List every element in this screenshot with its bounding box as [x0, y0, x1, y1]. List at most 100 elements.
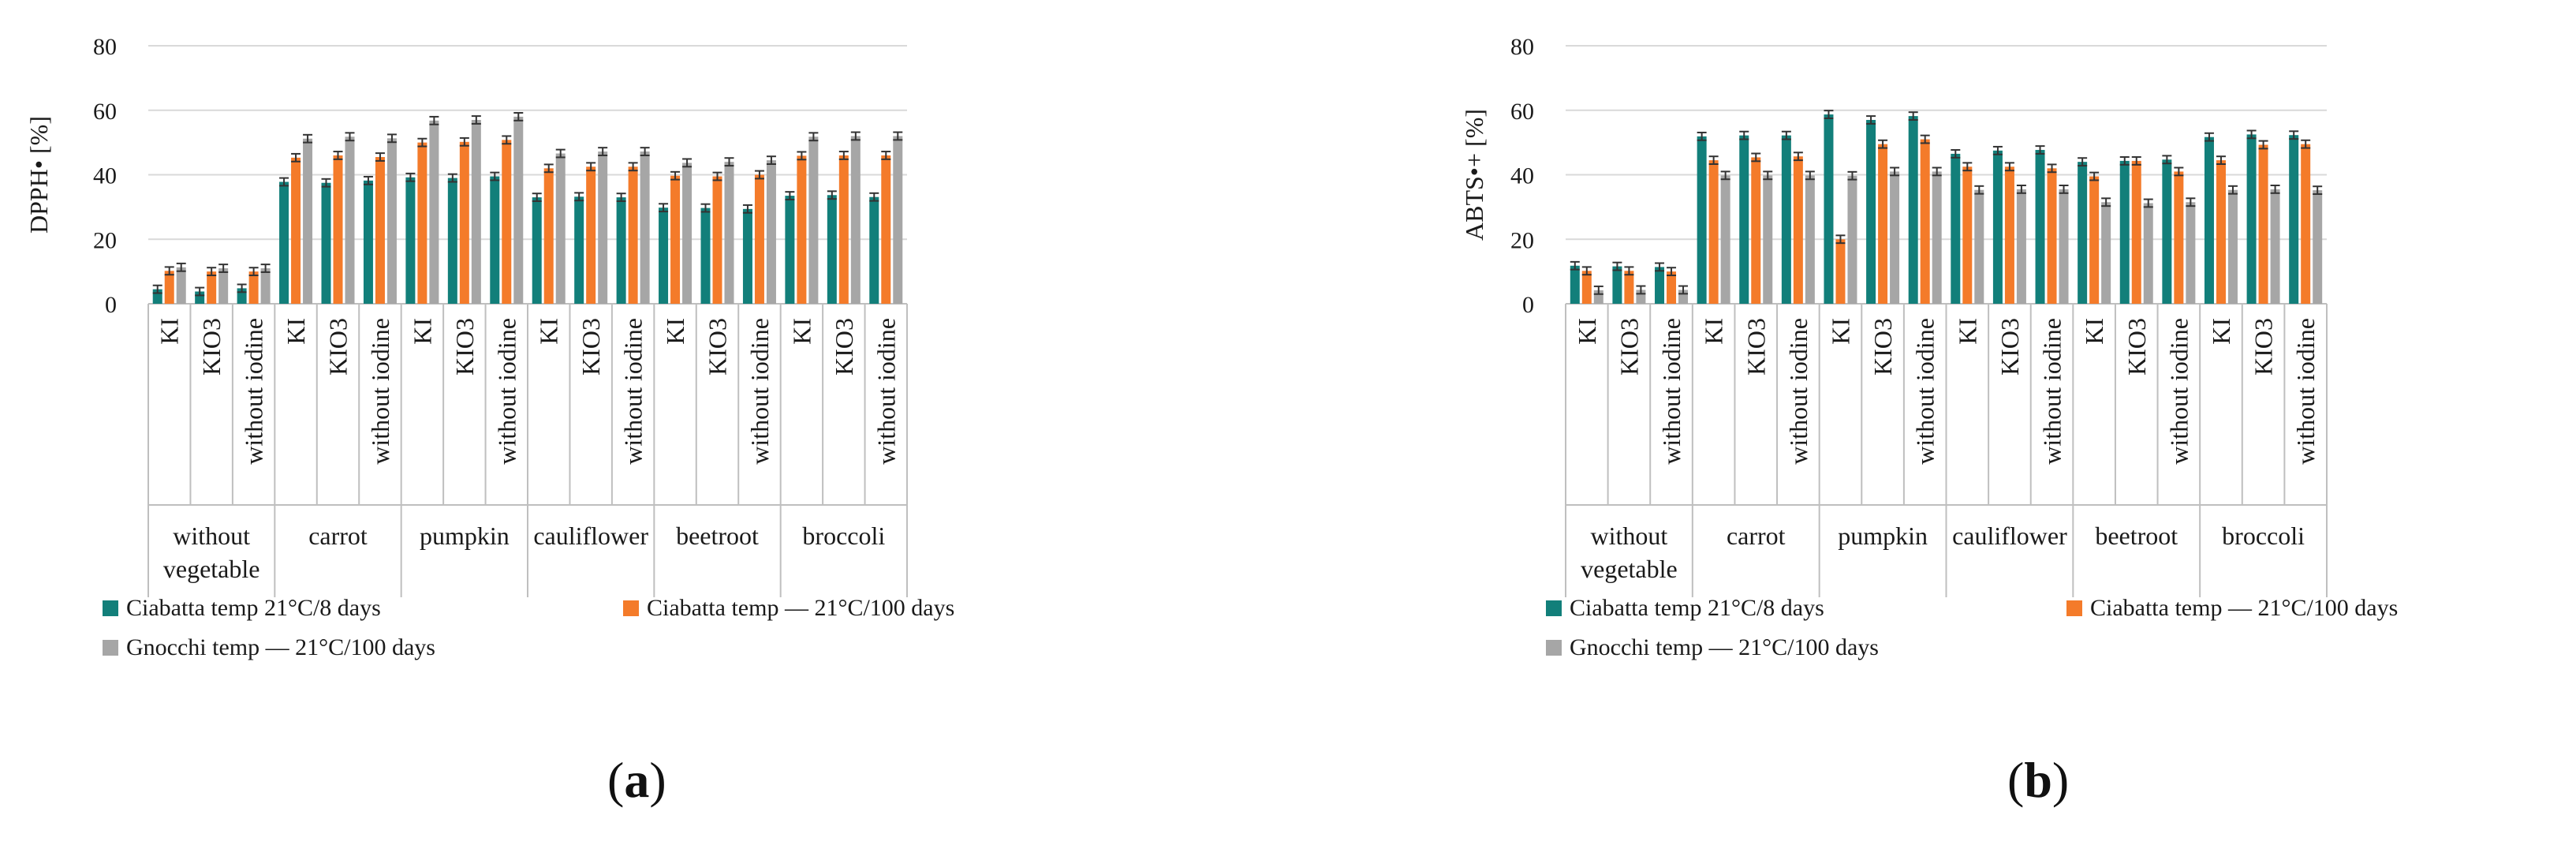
y-tick-label: 60	[93, 99, 117, 125]
bar	[1781, 135, 1791, 304]
y-tick-label: 60	[1510, 99, 1534, 125]
bar	[279, 181, 289, 304]
x-tick-label: KIO3	[1742, 318, 1770, 376]
bar	[1570, 265, 1580, 304]
bar	[1835, 239, 1846, 304]
group-label: pumpkin	[1838, 522, 1928, 550]
bar	[640, 151, 650, 304]
bar	[850, 136, 861, 304]
legend-label: Ciabatta temp — 21°C/100 days	[647, 595, 954, 621]
x-tick-label: KIO3	[2122, 318, 2151, 376]
bar	[1667, 271, 1677, 304]
y-tick-label: 80	[1510, 34, 1534, 60]
y-axis-label: ABTS•+ [%]	[1460, 109, 1488, 241]
bar	[195, 291, 205, 304]
x-tick-label: without iodine	[872, 318, 900, 465]
bar	[598, 151, 608, 304]
x-tick-label: without iodine	[366, 318, 394, 465]
panel-label: (b)	[2007, 752, 2069, 808]
bar	[797, 155, 807, 304]
bar	[1974, 189, 1984, 304]
x-tick-label: without iodine	[1911, 318, 1939, 465]
bar	[1655, 267, 1665, 304]
bar	[700, 208, 711, 304]
bar	[1612, 266, 1622, 304]
bar	[291, 157, 301, 304]
group-label: beetroot	[676, 522, 759, 550]
bar	[447, 178, 457, 304]
bar	[207, 271, 217, 304]
x-tick-label: KI	[282, 318, 310, 345]
x-tick-label: KIO3	[197, 318, 226, 376]
bar	[1878, 144, 1888, 304]
bar	[2078, 162, 2088, 304]
x-tick-label: without iodine	[619, 318, 648, 465]
bar	[532, 197, 542, 304]
x-tick-label: KI	[408, 318, 436, 345]
bar	[345, 136, 355, 304]
bar	[2301, 144, 2311, 304]
bar	[2143, 203, 2153, 304]
bar	[555, 153, 566, 304]
bar	[2047, 168, 2057, 304]
bar	[1624, 271, 1634, 304]
bar	[659, 208, 669, 304]
group-label: pumpkin	[420, 522, 510, 550]
bar	[1751, 157, 1761, 304]
legend-label: Gnocchi temp — 21°C/100 days	[126, 634, 435, 660]
group-label: without	[1591, 522, 1668, 550]
bar	[2313, 190, 2323, 304]
group-label: cauliflower	[533, 522, 648, 550]
bar	[2186, 202, 2196, 304]
bar	[1824, 114, 1834, 304]
bar	[893, 136, 903, 304]
bar	[1962, 166, 1973, 304]
group-label-line2: vegetable	[163, 555, 260, 583]
y-tick-label: 0	[105, 292, 117, 318]
y-tick-label: 80	[93, 34, 117, 60]
x-tick-label: KIO3	[830, 318, 858, 376]
bar	[2089, 176, 2100, 304]
bar	[363, 180, 373, 304]
bar	[712, 176, 722, 304]
bar	[1739, 135, 1749, 304]
legend-label: Ciabatta temp 21°C/8 days	[1570, 595, 1824, 621]
x-tick-label: KI	[1700, 318, 1728, 345]
bar	[1920, 139, 1930, 304]
bar	[2004, 166, 2014, 304]
bar	[1992, 150, 2003, 304]
bar	[2246, 134, 2257, 304]
x-tick-label: KI	[155, 318, 184, 345]
bar	[2174, 171, 2184, 304]
x-tick-label: KIO3	[1615, 318, 1643, 376]
group-label: cauliflower	[1952, 522, 2067, 550]
bar	[1697, 136, 1707, 304]
legend-swatch	[623, 600, 639, 616]
group-label: beetroot	[2095, 522, 2178, 550]
bar	[176, 267, 186, 304]
y-tick-label: 20	[1510, 227, 1534, 253]
bar	[164, 271, 174, 304]
panel-label: (a)	[607, 752, 666, 808]
bar	[2204, 136, 2214, 304]
bar	[1720, 175, 1730, 304]
bar	[321, 182, 331, 304]
bar	[1708, 160, 1719, 304]
bar	[471, 120, 481, 304]
group-label-line2: vegetable	[1581, 555, 1678, 583]
group-label: broccoli	[802, 522, 885, 550]
x-tick-label: without iodine	[492, 318, 521, 465]
x-tick-label: KI	[1826, 318, 1854, 345]
x-tick-label: KIO3	[1869, 318, 1897, 376]
bar	[838, 155, 849, 304]
bar	[543, 168, 554, 304]
bar	[628, 166, 638, 304]
x-tick-label: KI	[2080, 318, 2108, 345]
bar	[218, 268, 229, 304]
bar	[405, 177, 416, 304]
bar	[1793, 156, 1803, 304]
bar	[429, 120, 439, 304]
chart-panel-b: 0 20 40 60 80 ABTS•+ [%] KI KIO3 without iodine K…	[1460, 34, 2398, 808]
bar	[1866, 120, 1876, 304]
bar	[1932, 171, 1942, 304]
